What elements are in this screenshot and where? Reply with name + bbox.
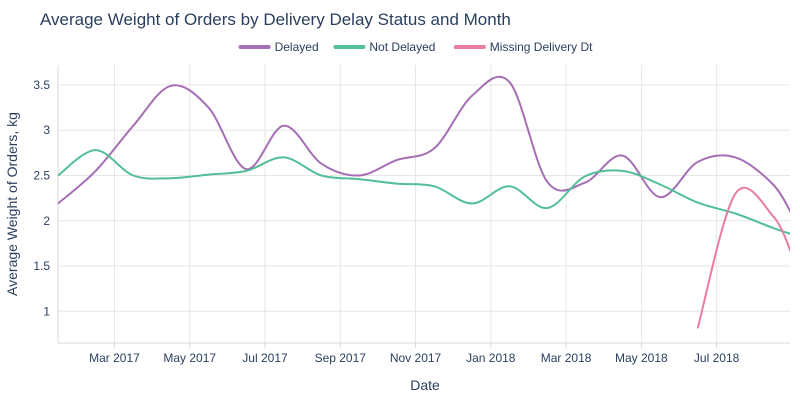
y-axis-ticks: 1 1.5 2 2.5 3 3.5 xyxy=(33,78,50,318)
x-tick-label: Sep 2017 xyxy=(315,351,367,365)
legend-label: Delayed xyxy=(275,40,319,54)
x-tick-label: Jul 2018 xyxy=(694,351,740,365)
legend-label: Not Delayed xyxy=(369,40,435,54)
series-line-missing-delivery-dt[interactable] xyxy=(696,186,792,329)
x-tick-label: Mar 2018 xyxy=(541,351,592,365)
series-line-delayed[interactable] xyxy=(58,75,792,215)
x-tick-label: May 2017 xyxy=(163,351,216,365)
y-axis-title: Average Weight of Orders, kg xyxy=(4,112,20,296)
y-tick-label: 1.5 xyxy=(33,259,50,273)
legend-label: Missing Delivery Dt xyxy=(490,40,593,54)
y-tick-label: 3.5 xyxy=(33,78,50,92)
y-tick-label: 2 xyxy=(43,214,50,228)
chart-title: Average Weight of Orders by Delivery Del… xyxy=(40,10,511,29)
y-tick-label: 1 xyxy=(43,304,50,318)
plot-area[interactable] xyxy=(58,75,792,329)
gridlines xyxy=(58,65,790,343)
y-tick-label: 2.5 xyxy=(33,168,50,182)
x-axis-ticks: Mar 2017 May 2017 Jul 2017 Sep 2017 Nov 2017… xyxy=(89,343,740,365)
legend-item-delayed[interactable]: Delayed xyxy=(238,40,319,54)
x-tick-label: Jan 2018 xyxy=(466,351,516,365)
x-tick-label: May 2018 xyxy=(615,351,668,365)
x-tick-label: Mar 2017 xyxy=(89,351,140,365)
x-tick-label: Nov 2017 xyxy=(390,351,442,365)
legend-item-missing-delivery-dt[interactable]: Missing Delivery Dt xyxy=(453,40,593,54)
series-line-not-delayed[interactable] xyxy=(58,149,792,235)
x-axis-title: Date xyxy=(410,377,440,393)
y-tick-label: 3 xyxy=(43,123,50,137)
legend[interactable]: Delayed Not Delayed Missing Delivery Dt xyxy=(238,40,594,54)
x-tick-label: Jul 2017 xyxy=(242,351,288,365)
legend-item-not-delayed[interactable]: Not Delayed xyxy=(333,40,435,54)
